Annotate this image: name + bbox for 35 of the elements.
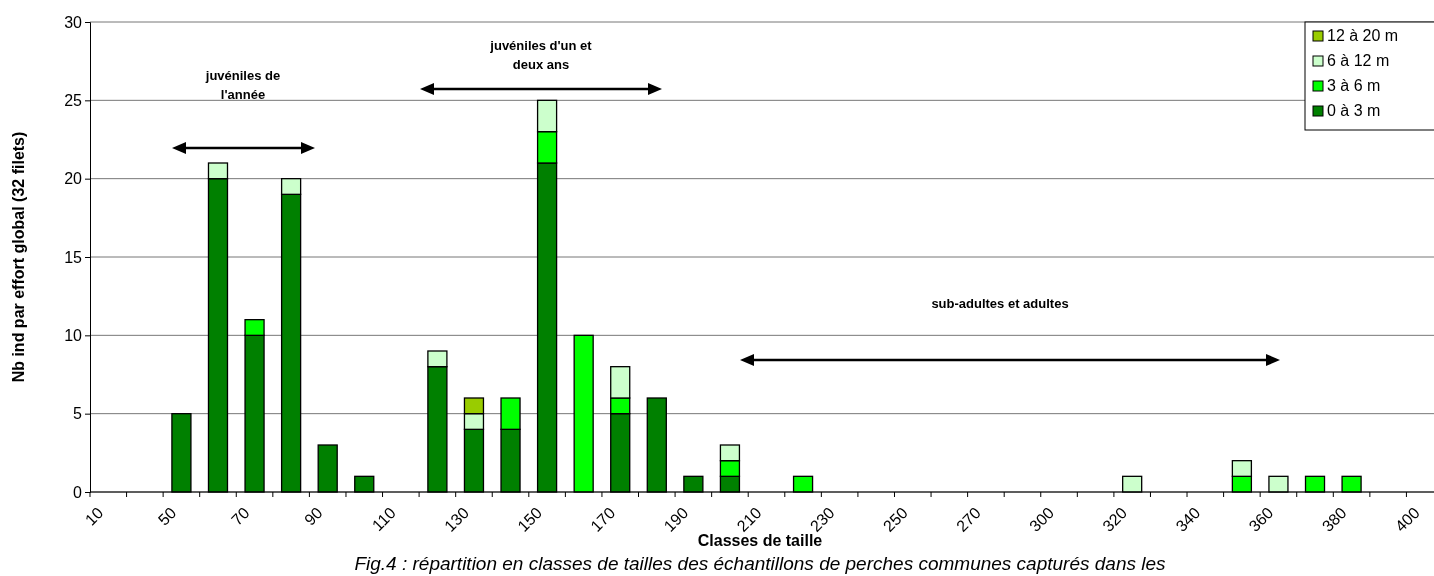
legend-label: 6 à 12 m (1327, 52, 1390, 69)
x-tick-label: 190 (660, 503, 692, 535)
y-axis-title: Nb ind par effort global (32 filets) (10, 131, 27, 383)
y-tick-label: 25 (64, 91, 83, 109)
x-tick-label: 210 (733, 503, 765, 535)
x-tick-label: 230 (806, 503, 838, 535)
x-tick-label: 90 (301, 503, 326, 529)
legend-label: 3 à 6 m (1327, 77, 1381, 94)
y-tick-label: 15 (64, 248, 83, 266)
x-tick-label: 380 (1318, 503, 1350, 535)
legend-label: 0 à 3 m (1327, 102, 1381, 119)
x-tick-label: 250 (879, 503, 911, 535)
y-tick-label: 5 (73, 405, 83, 423)
x-tick-label: 360 (1245, 503, 1277, 535)
x-tick-label: 170 (587, 503, 619, 535)
x-tick-label: 150 (514, 503, 546, 535)
x-tick-label: 130 (441, 503, 473, 535)
x-tick-label: 70 (228, 503, 253, 529)
x-axis-title: Classes de taille (697, 532, 823, 549)
x-tick-label: 110 (368, 503, 399, 535)
text: Fig.4 : répartition en classes de tailles des échantillons de perches communes capturés dans les (354, 553, 1167, 574)
x-tick-label: 50 (154, 503, 180, 529)
x-tick-label: 320 (1099, 503, 1131, 535)
y-tick-label: 30 (64, 13, 83, 31)
annotation: juvéniles d'un et deux ans (489, 38, 593, 72)
y-tick-label: 10 (64, 326, 83, 344)
annotation: juvéniles de l'année (204, 68, 281, 102)
x-tick-label: 340 (1172, 503, 1204, 535)
legend-label: 12 à 20 m (1327, 27, 1399, 44)
y-tick-label: 0 (73, 483, 83, 501)
annotation: sub-adultes et adultes (931, 296, 1069, 311)
x-tick-label: 270 (953, 503, 985, 535)
x-tick-label: 400 (1391, 503, 1423, 535)
y-tick-label: 20 (64, 170, 83, 188)
x-tick-label: 300 (1026, 503, 1058, 535)
